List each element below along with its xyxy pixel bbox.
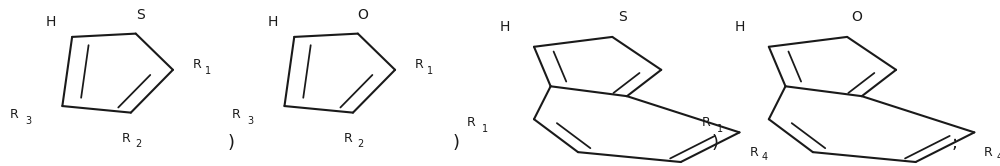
Text: 1: 1 [717, 124, 723, 134]
Text: ): ) [452, 134, 459, 152]
Text: ;: ; [952, 134, 958, 152]
Text: 1: 1 [205, 66, 211, 77]
Text: H: H [734, 20, 745, 34]
Text: 1: 1 [482, 124, 488, 134]
Text: 4: 4 [762, 152, 768, 162]
Text: 3: 3 [25, 116, 31, 126]
Text: S: S [618, 10, 626, 24]
Text: R: R [344, 132, 352, 145]
Text: 4: 4 [997, 152, 1000, 162]
Text: ): ) [227, 134, 234, 152]
Text: 2: 2 [136, 139, 142, 149]
Text: R: R [467, 116, 475, 129]
Text: R: R [10, 108, 18, 121]
Text: 1: 1 [427, 66, 433, 77]
Text: R: R [232, 108, 240, 121]
Text: H: H [499, 20, 510, 34]
Text: 2: 2 [358, 139, 364, 149]
Text: R: R [122, 132, 130, 145]
Text: O: O [357, 8, 368, 22]
Text: R: R [984, 146, 993, 159]
Text: R: R [415, 58, 423, 71]
Text: S: S [136, 8, 145, 22]
Text: R: R [701, 116, 710, 129]
Text: R: R [192, 58, 201, 71]
Text: H: H [268, 15, 278, 29]
Text: H: H [45, 15, 56, 29]
Text: R: R [749, 146, 758, 159]
Text: 3: 3 [247, 116, 253, 126]
Text: O: O [851, 10, 862, 24]
Text: ): ) [712, 134, 719, 152]
